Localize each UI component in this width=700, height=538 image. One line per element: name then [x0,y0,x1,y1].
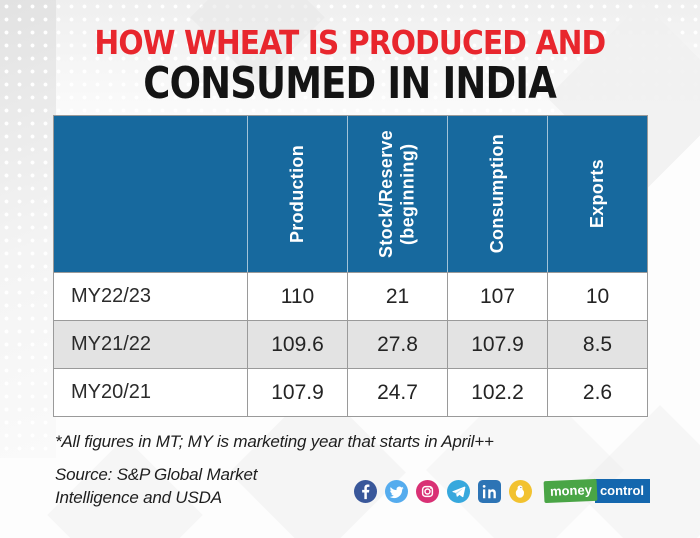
header-production: Production [247,116,347,272]
moneycontrol-money: money [543,478,598,504]
table-cell: 8.5 [547,320,647,368]
linkedin-icon[interactable] [478,479,502,503]
header-stock-reserve: Stock/Reserve (beginning) [347,116,447,272]
source-line-2: Intelligence and USDA [55,488,222,508]
header-label: Production [286,145,307,243]
twitter-icon[interactable] [385,479,409,503]
title-line-1: HOW WHEAT IS PRODUCED AND [94,23,607,62]
title-line-2: CONSUMED IN INDIA [143,58,558,109]
moneycontrol-control: control [594,479,650,503]
moneycontrol-logo[interactable]: money control [543,478,650,504]
header-consumption: Consumption [447,116,547,272]
table-cell: 102.2 [447,368,547,416]
table-cell: 109.6 [247,320,347,368]
source-line-1: Source: S&P Global Market [55,465,258,484]
header-label: Consumption [486,134,507,254]
source-attribution: Source: S&P Global Market Intelligence a… [55,463,257,510]
instagram-icon[interactable] [416,479,440,503]
header-label: Exports [586,159,607,229]
telegram-icon[interactable] [447,479,471,503]
header-label: Stock/Reserve (beginning) [375,130,418,258]
row-label: MY22/23 [54,272,247,320]
wheat-data-table: Production Stock/Reserve (beginning) Con… [53,115,648,417]
social-row: money control [354,478,650,504]
table-cell: 24.7 [347,368,447,416]
table-cell: 107.9 [247,368,347,416]
footnote: *All figures in MT; MY is marketing year… [55,432,494,451]
koo-icon[interactable] [509,479,533,503]
facebook-icon[interactable] [354,479,378,503]
table-cell: 21 [347,272,447,320]
header-exports: Exports [547,116,647,272]
row-label: MY20/21 [54,368,247,416]
table-cell: 2.6 [547,368,647,416]
table-cell: 107 [447,272,547,320]
row-label: MY21/22 [54,320,247,368]
table-cell: 10 [547,272,647,320]
header-corner-cell [54,116,247,272]
table-cell: 107.9 [447,320,547,368]
dot-pattern-left [0,0,56,458]
table-cell: 110 [247,272,347,320]
page-title: HOW WHEAT IS PRODUCED AND CONSUMED IN IN… [0,26,700,106]
table-cell: 27.8 [347,320,447,368]
diamond-decoration [575,405,700,538]
